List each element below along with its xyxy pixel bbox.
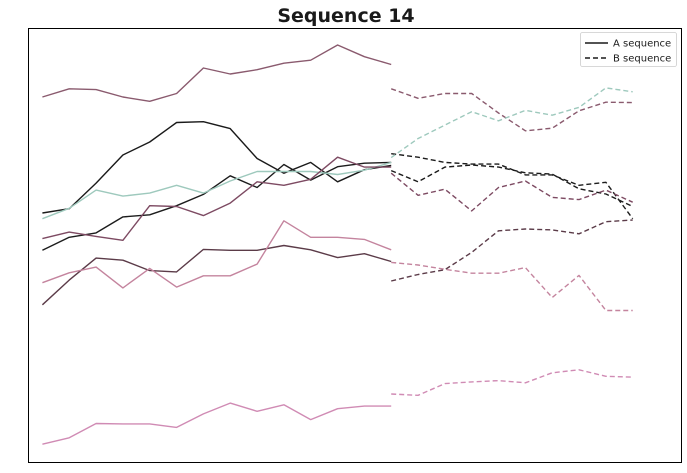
legend: A sequence B sequence bbox=[580, 32, 677, 67]
series-2-b-line bbox=[390, 164, 633, 208]
plot-frame bbox=[28, 28, 682, 463]
series-4-a-line bbox=[42, 161, 392, 220]
series-8-b-line bbox=[391, 369, 633, 396]
series-1-b-line bbox=[390, 88, 633, 132]
series-4-b-line bbox=[390, 87, 633, 159]
series-7-a-line bbox=[42, 220, 392, 289]
series-8-a-line bbox=[42, 402, 392, 445]
series-6-b-line bbox=[391, 219, 633, 282]
chart-title: Sequence 14 bbox=[277, 5, 414, 27]
series-7-b-line bbox=[391, 261, 633, 312]
series-3-b-line bbox=[391, 153, 634, 220]
series-2-a-line bbox=[42, 120, 392, 214]
series-5-b-line bbox=[390, 172, 633, 212]
legend-label-a: A sequence bbox=[613, 39, 671, 50]
legend-label-b: B sequence bbox=[613, 54, 671, 65]
series-layer bbox=[41, 44, 634, 445]
series-5-a-line bbox=[42, 156, 392, 242]
series-3-a-line bbox=[42, 161, 392, 251]
series-6-a-line bbox=[41, 244, 392, 306]
series-1-a-line bbox=[42, 44, 392, 103]
